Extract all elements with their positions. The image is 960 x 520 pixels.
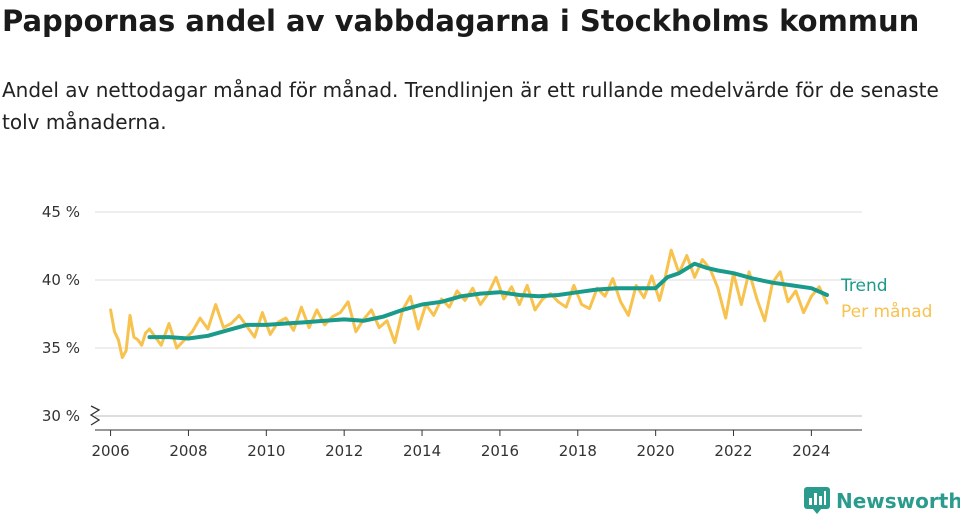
x-tick-label: 2022 <box>714 442 752 460</box>
monthly-series-label: Per månad <box>841 301 932 322</box>
monthly-series-line <box>109 248 829 359</box>
series-labels: Per månad Trend <box>840 276 932 322</box>
trend-series-label: Trend <box>840 276 888 296</box>
x-tick-label: 2006 <box>91 442 129 460</box>
x-tick-label: 2012 <box>325 442 363 460</box>
newsworthy-logo: Newsworthy <box>804 487 960 515</box>
brand-name: Newsworthy <box>836 489 960 513</box>
grid-lines <box>95 211 862 417</box>
y-tick-label: 35 % <box>42 339 80 357</box>
bar-chart-logo-icon <box>804 487 830 514</box>
chart-title: Pappornas andel av vabbdagarna i Stockho… <box>2 4 920 38</box>
trend-series-line <box>147 261 829 341</box>
y-tick-label: 30 % <box>42 407 80 425</box>
y-tick-label: 45 % <box>42 203 80 221</box>
x-tick-label: 2010 <box>247 442 285 460</box>
y-tick-label: 40 % <box>42 271 80 289</box>
x-tick-label: 2016 <box>481 442 519 460</box>
x-tick-label: 2018 <box>559 442 597 460</box>
axes: 30 % 35 % 40 % 45 % 2006 2008 2010 2012 2014 2016… <box>42 203 862 460</box>
series-lines <box>109 248 829 359</box>
chart-subtitle: Andel av nettodagar månad för månad. Tre… <box>2 78 939 134</box>
x-tick-label: 2024 <box>792 442 830 460</box>
x-tick-label: 2014 <box>403 442 441 460</box>
x-tick-label: 2020 <box>637 442 675 460</box>
x-tick-label: 2008 <box>169 442 207 460</box>
axis-break-icon <box>89 405 101 426</box>
